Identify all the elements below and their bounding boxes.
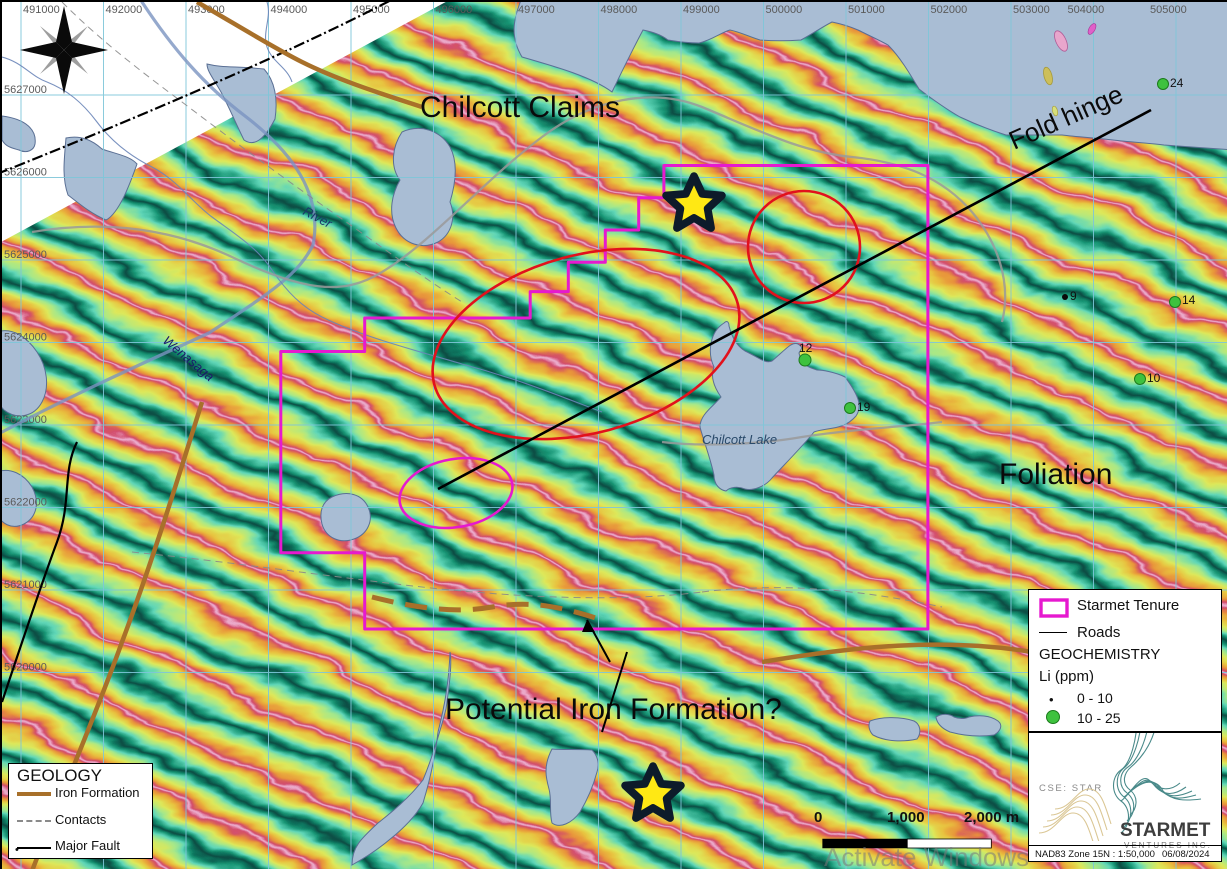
svg-text:2,000 m: 2,000 m (964, 809, 1019, 826)
svg-text:1,000: 1,000 (887, 809, 925, 826)
svg-text:0: 0 (814, 809, 822, 826)
